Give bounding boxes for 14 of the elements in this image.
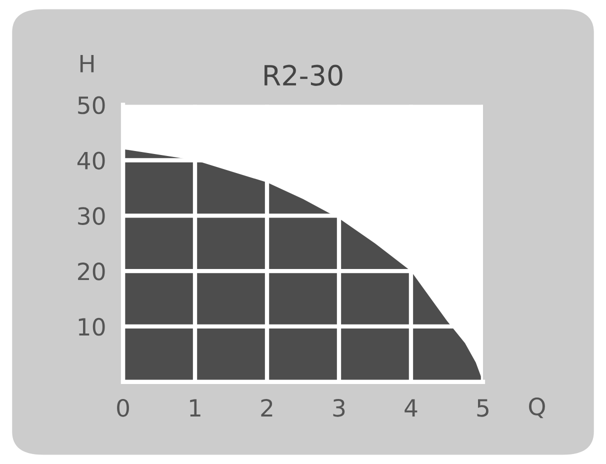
x-tick-label: 4 [404, 399, 418, 416]
x-axis-title: Q [529, 398, 545, 418]
y-axis-title: H [80, 55, 94, 72]
x-tick-label: 2 [261, 398, 272, 416]
x-tick-label: 3 [333, 398, 345, 417]
y-tick-label: 40 [77, 152, 105, 170]
y-tick-label: 10 [78, 318, 105, 336]
y-tick-label: 50 [78, 96, 105, 114]
x-tick-label: 1 [190, 399, 200, 416]
x-tick-label: 5 [477, 399, 488, 417]
x-tick-label: 0 [117, 398, 129, 417]
chart-title: R2-30 [264, 64, 342, 86]
y-tick-label: 20 [78, 262, 105, 280]
y-tick-label: 30 [78, 207, 105, 225]
